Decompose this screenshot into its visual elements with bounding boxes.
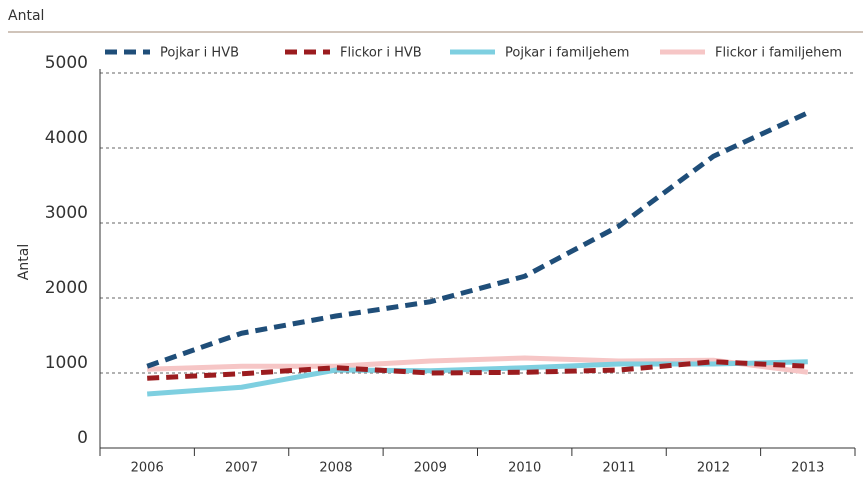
- y-axis-label: Antal: [16, 244, 32, 280]
- x-tick-label: 2012: [697, 461, 730, 476]
- x-tick-label: 2009: [414, 461, 447, 476]
- y-tick-label: 2000: [45, 278, 88, 298]
- y-tick-label: 3000: [45, 203, 88, 223]
- x-tick-label: 2008: [319, 461, 352, 476]
- y-tick-label: 1000: [45, 353, 88, 373]
- legend-label: Flickor i familjehem: [715, 46, 842, 61]
- legend-label: Pojkar i HVB: [160, 46, 239, 61]
- x-tick-label: 2006: [131, 461, 164, 476]
- x-tick-label: 2010: [508, 461, 541, 476]
- data-line: [147, 355, 809, 375]
- x-tick-label: 2013: [791, 461, 824, 476]
- y-tick-label: 0: [77, 428, 88, 448]
- data-line: [146, 110, 809, 369]
- legend-label: Flickor i HVB: [340, 46, 422, 61]
- chart-title: Antal: [8, 8, 44, 24]
- legend-label: Pojkar i familjehem: [505, 46, 629, 61]
- x-tick-label: 2011: [603, 461, 636, 476]
- y-tick-label: 4000: [45, 128, 88, 148]
- y-tick-label: 5000: [45, 53, 88, 73]
- x-tick-label: 2007: [225, 461, 258, 476]
- data-line: [147, 359, 808, 381]
